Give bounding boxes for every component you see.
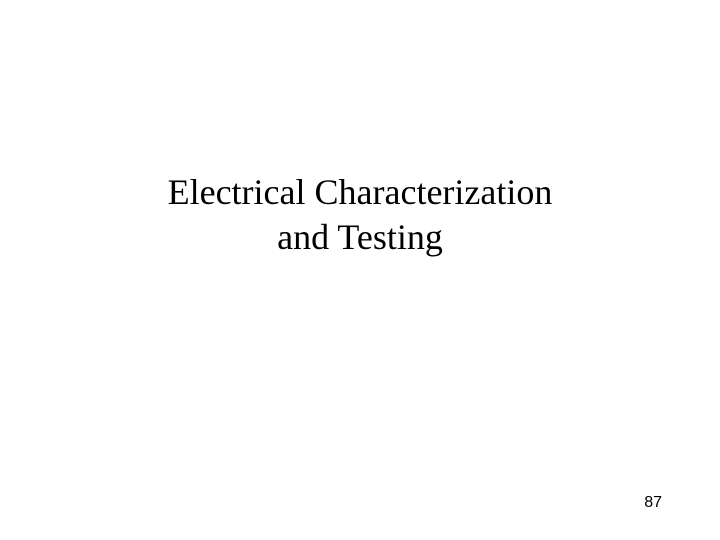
title-line-2: and Testing	[277, 217, 443, 257]
slide-container: Electrical Characterization and Testing …	[0, 0, 720, 540]
page-number: 87	[644, 494, 662, 512]
title-line-1: Electrical Characterization	[168, 172, 553, 212]
slide-title: Electrical Characterization and Testing	[0, 170, 720, 260]
